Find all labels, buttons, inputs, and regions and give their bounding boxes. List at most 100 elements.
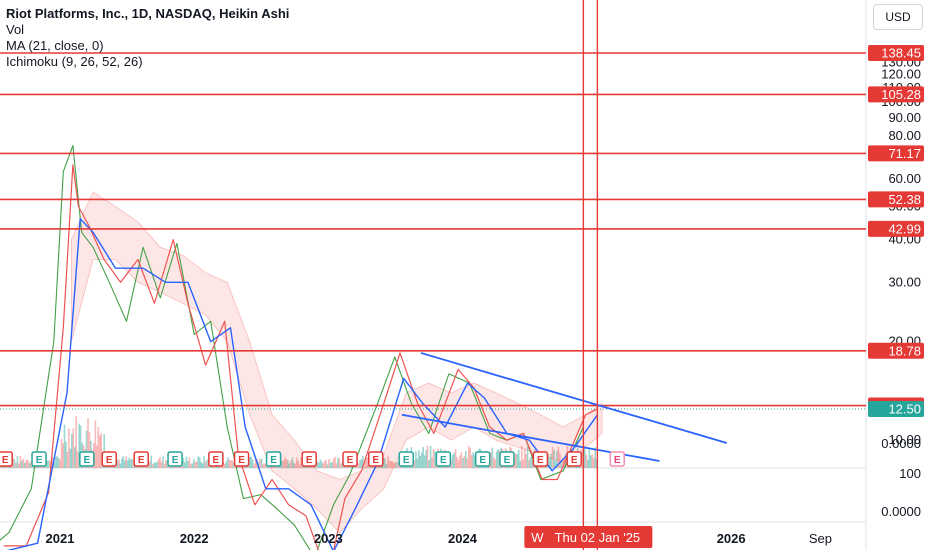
volume-bar xyxy=(119,463,122,468)
volume-bar xyxy=(468,445,470,468)
earnings-marker xyxy=(265,451,282,467)
earnings-marker-label: E xyxy=(2,455,9,466)
volume-bar xyxy=(28,463,30,468)
volume-bar xyxy=(434,450,436,468)
volume-bar xyxy=(62,443,64,468)
volume-bar xyxy=(422,447,424,468)
volume-bar xyxy=(225,461,227,468)
volume-bar xyxy=(251,459,254,468)
volume-bar xyxy=(325,459,327,468)
crosshair-date-badge xyxy=(524,526,653,548)
volume-bar xyxy=(29,461,32,468)
volume-bar xyxy=(300,458,302,468)
current-price-badge-label: 12.50 xyxy=(888,402,921,417)
volume-bar xyxy=(76,451,79,468)
volume-bar xyxy=(423,455,426,468)
volume-bar xyxy=(128,457,130,468)
volume-bar xyxy=(182,457,185,468)
earnings-marker xyxy=(167,451,183,467)
indicator-vol[interactable]: Vol xyxy=(6,22,25,37)
volume-bar xyxy=(116,459,119,468)
earnings-marker-label: E xyxy=(440,455,447,466)
time-axis-tick-label: 2022 xyxy=(180,531,209,546)
level-price-badge-label: 18.78 xyxy=(888,343,921,358)
volume-bar xyxy=(88,432,91,468)
volume-bar xyxy=(465,451,467,468)
volume-bar xyxy=(18,463,20,468)
indicator-ichimoku[interactable]: Ichimoku (9, 26, 52, 26) xyxy=(6,54,143,69)
chart-title: Riot Platforms, Inc., 1D, NASDAQ, Heikin… xyxy=(6,6,290,21)
level-price-badge-label: 71.17 xyxy=(888,146,921,161)
earnings-marker xyxy=(301,451,317,467)
earnings-marker-label: E xyxy=(537,455,544,466)
earnings-marker-label: E xyxy=(571,455,578,466)
volume-bar xyxy=(462,458,464,468)
volume-bar xyxy=(59,459,61,468)
crosshair-prefix-label: W xyxy=(531,530,544,545)
volume-bar xyxy=(393,462,395,468)
volume-bar xyxy=(160,461,163,468)
volume-bar xyxy=(193,459,195,468)
volume-bar xyxy=(340,464,342,468)
volume-bar xyxy=(319,459,322,468)
volume-bar xyxy=(190,463,192,468)
volume-bar xyxy=(184,462,186,468)
volume-bar xyxy=(332,458,335,468)
volume-bar xyxy=(194,462,197,468)
price-axis-tick-label: 30.00 xyxy=(888,274,921,289)
level-price-badge xyxy=(868,220,924,237)
level-price-badge xyxy=(868,86,924,103)
earnings-marker xyxy=(609,451,625,467)
volume-bar xyxy=(493,457,495,468)
indicator-ma[interactable]: MA (21, close, 0) xyxy=(6,38,104,53)
volume-bar xyxy=(72,428,75,468)
volume-bar xyxy=(49,460,51,468)
volume-bar xyxy=(456,457,458,468)
volume-bar xyxy=(99,435,101,468)
volume-bar xyxy=(426,445,429,468)
volume-bar xyxy=(554,460,557,468)
earnings-marker-label: E xyxy=(213,455,220,466)
volume-bar xyxy=(296,457,298,468)
volume-bar xyxy=(201,463,204,468)
currency-button[interactable]: USD xyxy=(873,4,923,30)
volume-bar xyxy=(453,452,455,468)
volume-bar xyxy=(391,461,394,468)
price-axis-tick-label: 90.00 xyxy=(888,110,921,125)
volume-axis-tick-label: 0.0000 xyxy=(881,504,921,519)
earnings-marker-label: E xyxy=(347,455,354,466)
volume-bar xyxy=(187,461,189,468)
volume-bar xyxy=(259,459,261,468)
chart-legend: Riot Platforms, Inc., 1D, NASDAQ, Heikin… xyxy=(6,6,289,70)
volume-bar xyxy=(326,464,329,468)
volume-bar xyxy=(26,459,29,468)
volume-axis-tick-label: 100 xyxy=(899,466,921,481)
volume-bar xyxy=(285,459,288,468)
volume-bar xyxy=(363,462,366,468)
volume-bar xyxy=(163,463,166,468)
volume-bar xyxy=(162,456,164,468)
volume-bar xyxy=(157,459,160,468)
volume-bar xyxy=(16,456,19,468)
volume-bar xyxy=(118,459,120,468)
volume-bar xyxy=(335,463,338,468)
volume-bar xyxy=(451,454,454,468)
volume-bar xyxy=(124,460,126,468)
volume-bar xyxy=(71,433,73,468)
earnings-marker xyxy=(532,451,549,467)
earnings-marker-label: E xyxy=(372,455,379,466)
volume-bar xyxy=(525,454,527,468)
volume-bar xyxy=(590,455,592,468)
volume-bar xyxy=(322,463,324,468)
volume-bar xyxy=(188,457,191,468)
earnings-marker xyxy=(233,451,250,467)
price-axis-tick-label: 80.00 xyxy=(888,128,921,143)
earnings-marker-label: E xyxy=(479,455,486,466)
volume-bar xyxy=(472,452,474,468)
volume-bar xyxy=(57,457,60,468)
volume-bar xyxy=(204,461,207,468)
volume-bar xyxy=(331,462,333,468)
volume-bar xyxy=(103,434,105,468)
time-axis-tick-label: 2024 xyxy=(448,531,478,546)
